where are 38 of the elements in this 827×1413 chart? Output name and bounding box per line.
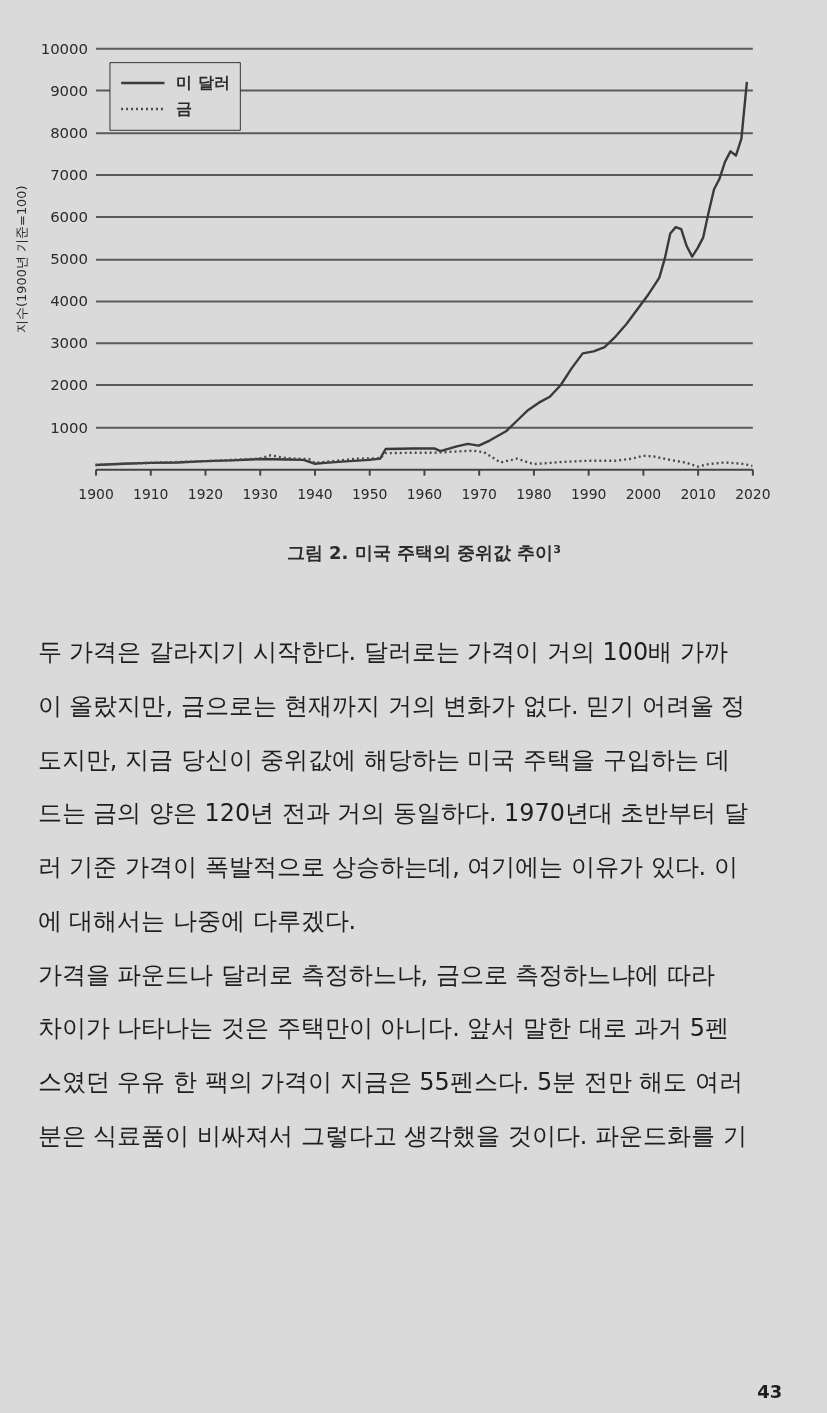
y-axis-title: 지수(1900년 기준=100) [13, 185, 29, 333]
x-tick-label: 2020 [735, 485, 771, 502]
text: 에 대해서는 나중에 다루겠다. [37, 906, 357, 935]
x-tick-label: 1940 [297, 485, 333, 502]
x-tick-label: 1900 [78, 485, 114, 502]
x-tick-label: 1960 [406, 485, 443, 502]
x-tick-label: 1980 [516, 485, 552, 502]
text: 분은 식료품이 비싸져서 그렇다고 생각했을 것이다. 파운드화를 기 [37, 1121, 747, 1150]
y-tick-label: 5000 [50, 250, 89, 269]
text: 스였던 우유 한 팩의 가격이 지금은 55펜스다. 5분 전만 해도 여러 [37, 1068, 743, 1097]
text: 두 가격은 갈라지기 시작한다. 달러로는 가격이 거의 100배 가까 [37, 638, 728, 667]
y-tick-label: 1000 [50, 418, 89, 437]
y-tick-label: 8000 [50, 123, 89, 142]
x-tick-label: 1970 [461, 485, 497, 502]
text: 차이가 나타나는 것은 주택만이 아니다. 앞서 말한 대로 과거 5펜 [37, 1014, 729, 1043]
y-tick-label: 2000 [50, 376, 89, 395]
legend-label: 미 달러 [176, 73, 230, 93]
text: 그림 2. 미국 주택의 중위값 추이³ [286, 541, 562, 563]
y-tick-label: 6000 [50, 208, 89, 227]
x-tick-label: 2010 [680, 485, 716, 502]
text: 러 기준 가격이 폭발적으로 상승하는데, 여기에는 이유가 있다. 이 [37, 853, 738, 882]
legend-label: 금 [176, 98, 193, 118]
x-tick-label: 1910 [133, 485, 169, 502]
x-tick-label: 1930 [242, 485, 278, 502]
x-tick-label: 1920 [187, 485, 224, 502]
y-tick-label: 4000 [50, 292, 89, 311]
text: 도지만, 지금 당신이 중위값에 해당하는 미국 주택을 구입하는 데 [37, 745, 731, 774]
y-tick-label: 3000 [50, 334, 89, 353]
x-tick-label: 1950 [351, 485, 388, 502]
x-tick-label: 2000 [625, 485, 662, 502]
y-tick-label: 7000 [50, 165, 89, 184]
text: 가격을 파운드나 달러로 측정하느냐, 금으로 측정하느냐에 따라 [37, 960, 715, 989]
text: 이 올랐지만, 금으로는 현재까지 거의 변화가 없다. 믿기 어려울 정 [37, 691, 746, 720]
text: 드는 금의 양은 120년 전과 거의 동일하다. 1970년대 초반부터 달 [37, 799, 749, 828]
text: 43 [757, 1380, 783, 1402]
x-tick-label: 1990 [570, 485, 607, 502]
y-tick-label: 9000 [50, 81, 89, 100]
y-tick-label: 10000 [40, 39, 89, 58]
